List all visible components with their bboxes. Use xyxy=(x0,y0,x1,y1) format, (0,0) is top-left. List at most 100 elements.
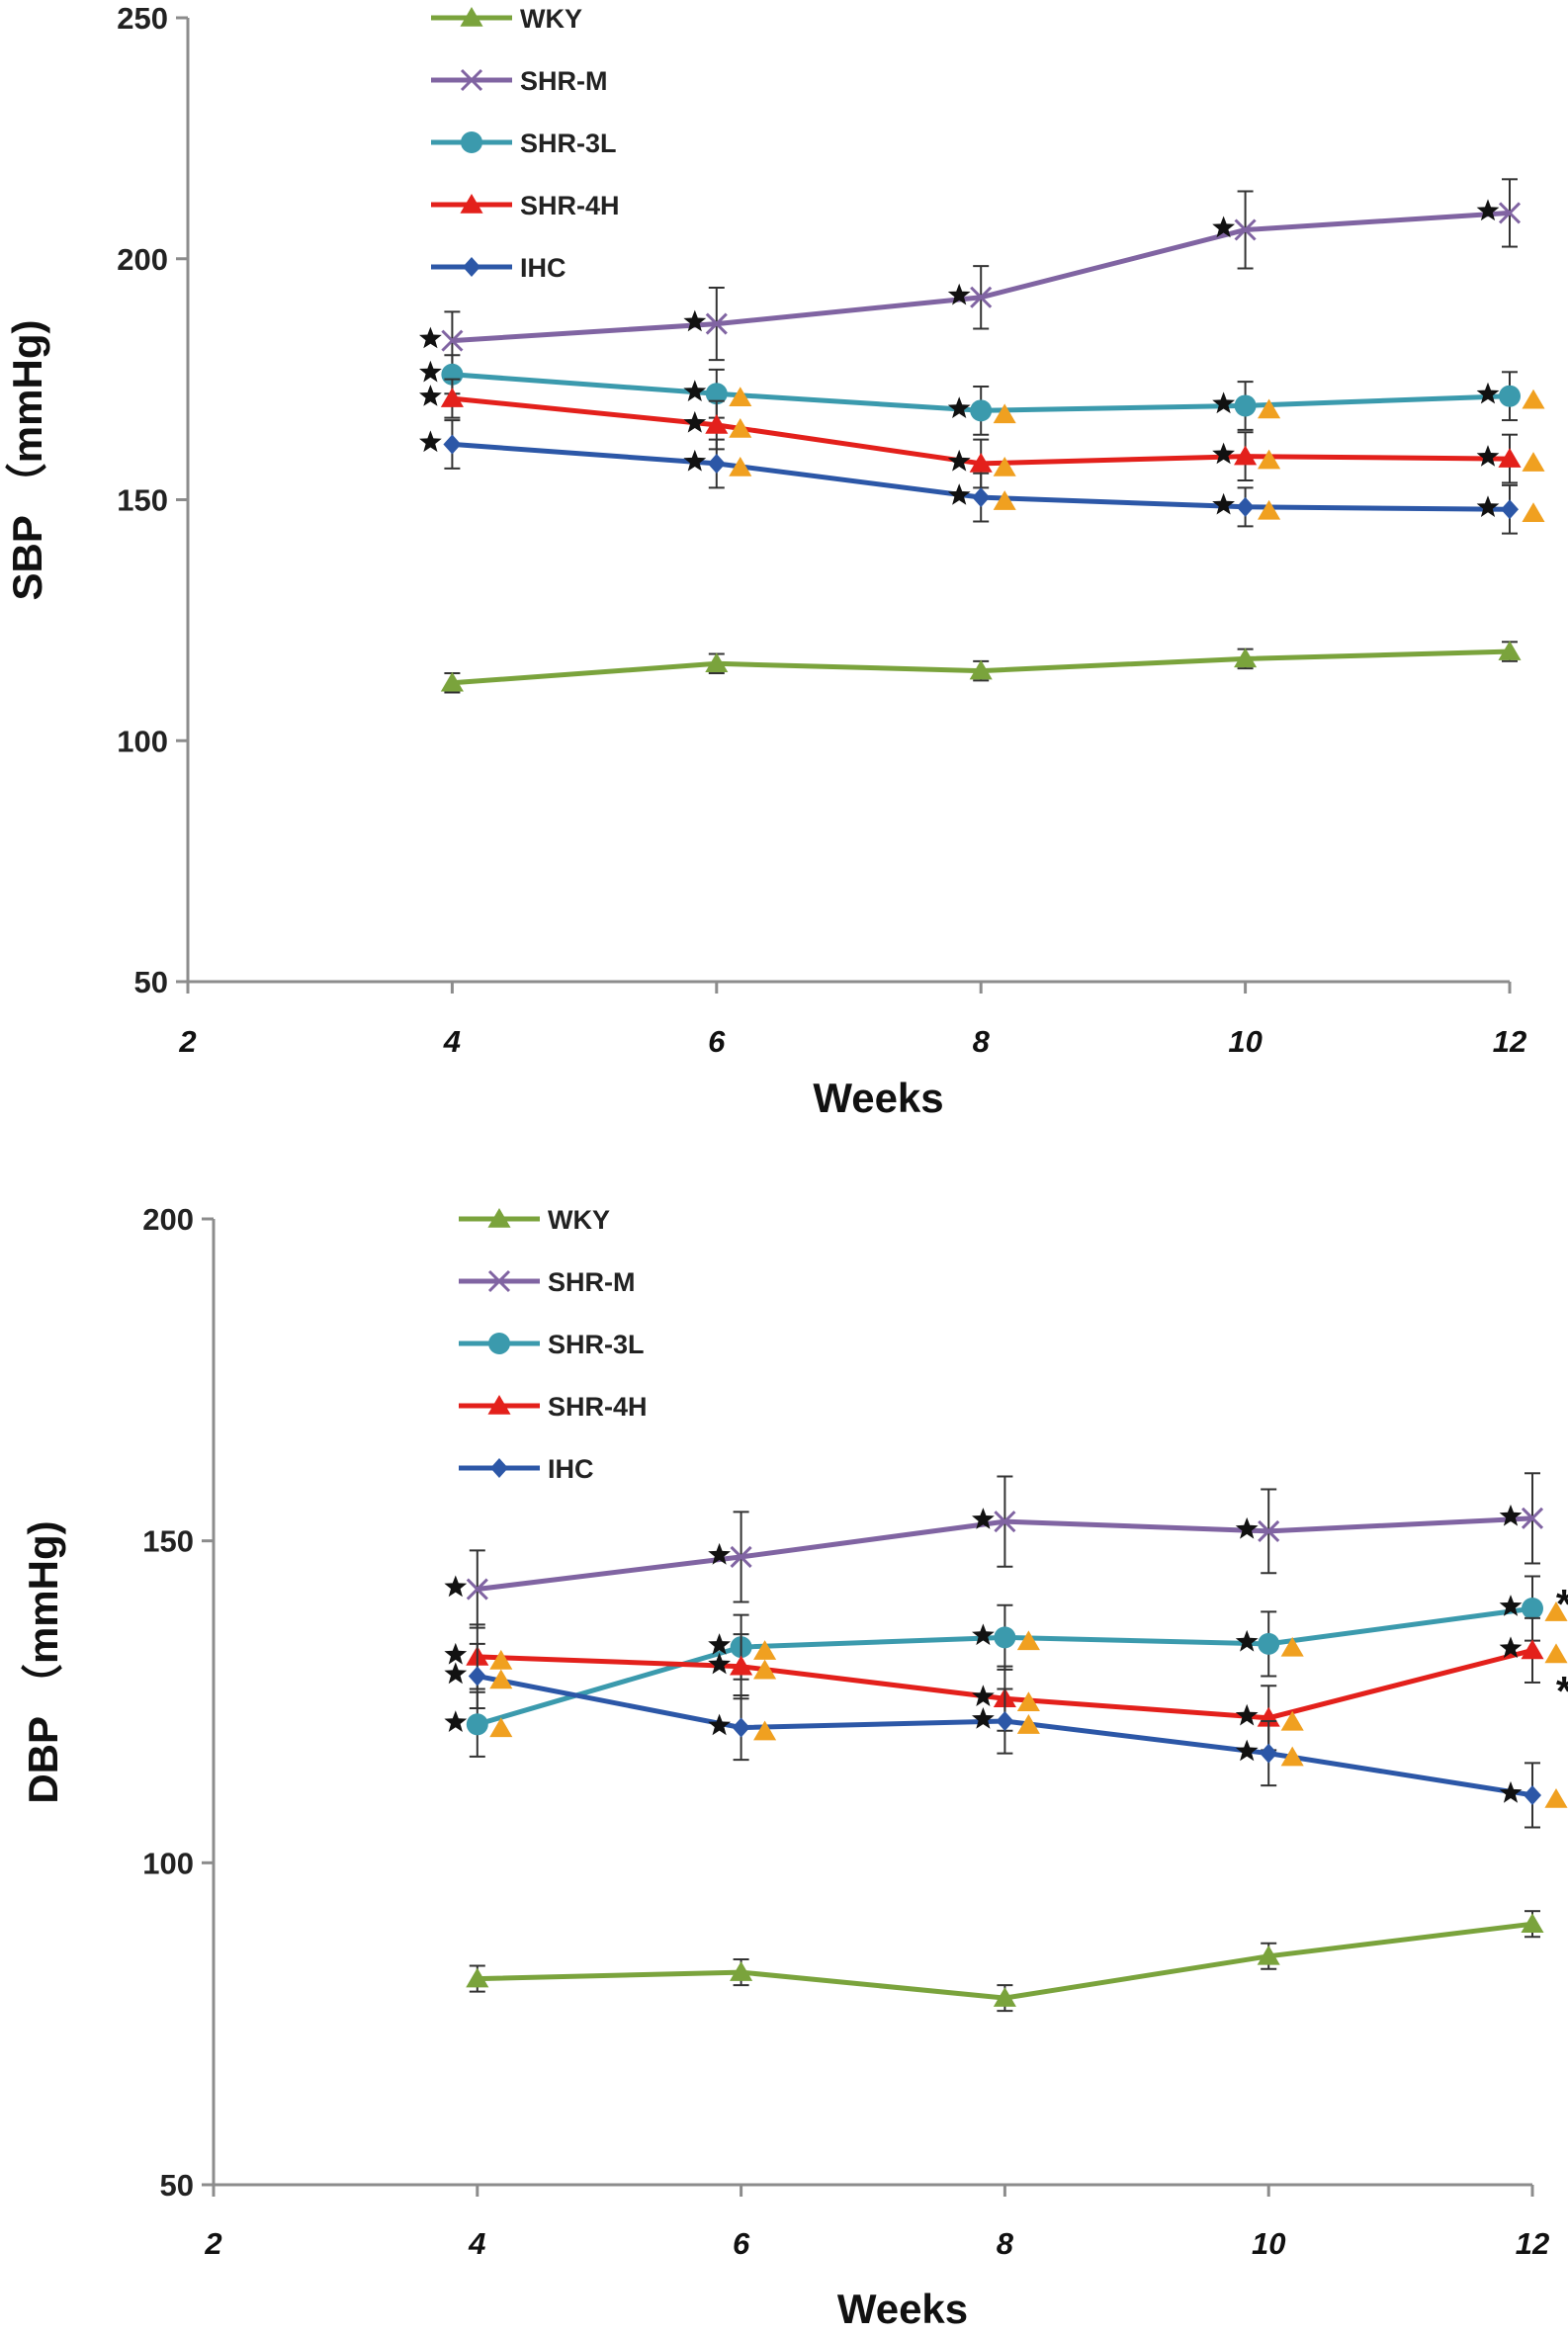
sbp-significance-star xyxy=(683,309,707,332)
dbp-significance-star xyxy=(1499,1595,1523,1616)
sbp-data-point xyxy=(1236,496,1255,517)
sbp-legend-label: SHR-3L xyxy=(520,129,617,158)
dbp-significance-triangle xyxy=(489,1717,513,1738)
sbp-legend-label: SHR-M xyxy=(520,66,608,96)
dbp-significance-star xyxy=(444,1575,468,1598)
dbp-significance-star xyxy=(972,1707,995,1729)
sbp-data-point xyxy=(969,659,993,680)
sbp-data-point xyxy=(1498,448,1522,468)
dbp-data-point xyxy=(1521,1913,1544,1934)
sbp-significance-star xyxy=(683,380,707,401)
dbp-y-tick-label: 50 xyxy=(160,2168,194,2203)
sbp-legend-label: WKY xyxy=(520,4,582,34)
dbp-data-point xyxy=(1257,1945,1280,1965)
dbp-data-point xyxy=(1524,1784,1541,1805)
dbp-data-point-stroke-b xyxy=(466,1578,488,1601)
dbp-significance-star xyxy=(1499,1636,1523,1659)
sbp-significance-triangle xyxy=(729,417,752,438)
sbp-significance-triangle xyxy=(1258,499,1281,520)
dbp-y-tick-label: 150 xyxy=(142,1524,194,1559)
dbp-significance-star xyxy=(1499,1780,1523,1803)
dbp-asterisk-annotation: * xyxy=(1556,1581,1568,1627)
sbp-significance-triangle xyxy=(729,387,752,407)
dbp-legend-marker xyxy=(488,1333,510,1354)
sbp-data-point xyxy=(1234,394,1257,417)
dbp-significance-star xyxy=(444,1642,468,1665)
dbp-data-point xyxy=(996,1711,1014,1732)
sbp-y-axis-label: SBP （mmHg) xyxy=(4,320,50,601)
sbp-x-axis-label: Weeks xyxy=(813,1075,943,1121)
dbp-significance-star xyxy=(1235,1703,1259,1726)
sbp-significance-star xyxy=(1476,199,1500,221)
dbp-data-point xyxy=(994,1626,1016,1649)
sbp-chart: 50 100 150 200 250 2 4 6 8 10 12 Weeks SBP （mmHg) WKY… xyxy=(4,1,1545,1121)
sbp-series-shr-m xyxy=(419,178,1522,371)
dbp-data-point xyxy=(1260,1743,1278,1764)
dbp-legend-label: SHR-M xyxy=(548,1267,636,1297)
sbp-data-point-stroke-b xyxy=(970,286,993,308)
dbp-data-point xyxy=(994,1511,1016,1533)
sbp-data-point xyxy=(707,453,726,474)
dbp-series-wky xyxy=(466,1910,1544,2013)
dbp-significance-star xyxy=(1499,1504,1523,1526)
dbp-y-axis-label: DBP （mmHg) xyxy=(20,1520,66,1803)
sbp-series-wky xyxy=(440,641,1522,694)
sbp-legend-label: SHR-4H xyxy=(520,191,620,220)
sbp-x-tick-label: 10 xyxy=(1228,1024,1262,1059)
sbp-data-point xyxy=(705,312,728,335)
sbp-significance-star xyxy=(1212,442,1235,465)
dbp-x-axis-label: Weeks xyxy=(837,2286,968,2332)
dbp-data-point xyxy=(730,1655,753,1676)
dbp-x-tick-label: 2 xyxy=(204,2226,221,2261)
dbp-data-point xyxy=(732,1717,750,1738)
sbp-legend-marker xyxy=(460,7,483,27)
sbp-significance-star xyxy=(683,410,707,433)
dbp-significance-star xyxy=(972,1508,995,1529)
sbp-significance-triangle xyxy=(729,456,752,476)
sbp-data-point xyxy=(1501,499,1519,520)
dbp-significance-triangle xyxy=(1016,1630,1040,1651)
sbp-data-point xyxy=(1234,218,1257,241)
dbp-legend-label: IHC xyxy=(548,1454,594,1484)
sbp-legend-marker xyxy=(463,257,480,277)
dbp-significance-triangle xyxy=(753,1659,777,1680)
dbp-significance-star xyxy=(708,1652,731,1675)
dbp-significance-star xyxy=(444,1710,468,1732)
dbp-x-tick-label: 8 xyxy=(997,2226,1014,2261)
sbp-data-point xyxy=(970,286,993,308)
sbp-significance-triangle xyxy=(1258,398,1281,419)
sbp-legend-marker xyxy=(461,131,482,153)
dbp-legend-label: SHR-4H xyxy=(548,1392,648,1422)
sbp-data-point xyxy=(1498,202,1522,224)
dbp-significance-triangle xyxy=(489,1669,513,1689)
dbp-significance-star xyxy=(972,1685,995,1706)
sbp-significance-star xyxy=(1212,492,1235,515)
sbp-significance-star xyxy=(1212,391,1235,414)
sbp-data-point xyxy=(1234,648,1258,668)
dbp-significance-triangle xyxy=(489,1649,513,1670)
sbp-series-shr-3l xyxy=(419,354,1545,436)
dbp-legend-label: SHR-3L xyxy=(548,1330,645,1359)
sbp-significance-star xyxy=(419,430,442,453)
sbp-significance-star xyxy=(1476,382,1500,404)
sbp-data-point xyxy=(441,329,464,352)
dbp-data-point xyxy=(468,1666,486,1687)
dbp-data-point xyxy=(1258,1519,1280,1542)
dbp-data-point xyxy=(730,1961,753,1981)
sbp-legend-marker-stroke-b xyxy=(460,68,483,92)
dbp-legend-marker xyxy=(487,1208,511,1228)
sbp-significance-triangle xyxy=(1522,502,1545,523)
dbp-significance-triangle xyxy=(1280,1746,1304,1767)
dbp-series-ihc xyxy=(444,1642,1568,1829)
dbp-significance-star xyxy=(972,1623,995,1646)
dbp-x-tick-label: 4 xyxy=(468,2226,485,2261)
dbp-data-point-stroke-b xyxy=(1521,1507,1544,1529)
dbp-data-point xyxy=(1522,1598,1543,1620)
sbp-data-point xyxy=(705,652,729,673)
dbp-asterisk-annotation: * xyxy=(1556,1668,1568,1714)
sbp-y-tick-label: 200 xyxy=(117,242,168,277)
dbp-significance-triangle xyxy=(753,1720,777,1741)
sbp-significance-star xyxy=(947,283,971,305)
sbp-significance-triangle xyxy=(1522,389,1545,409)
dbp-significance-star xyxy=(1235,1629,1259,1652)
